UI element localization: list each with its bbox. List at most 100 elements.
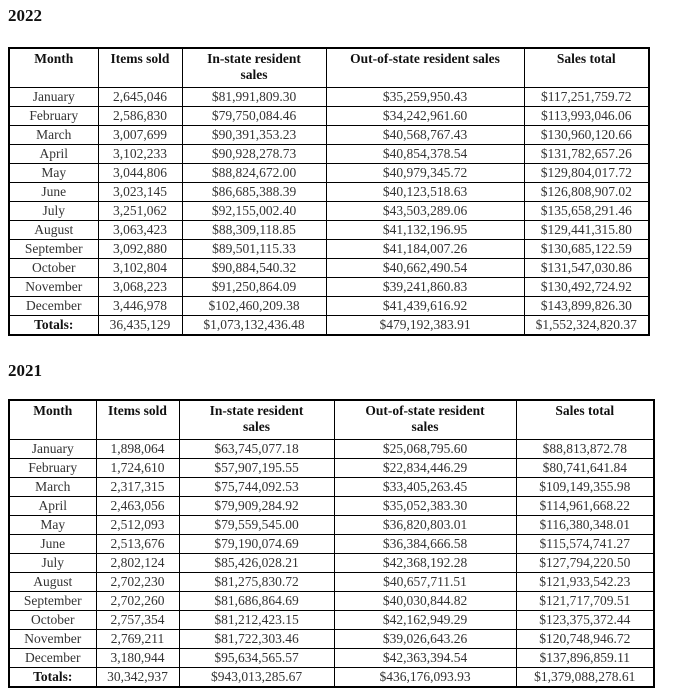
value-cell: $79,750,084.46 <box>181 106 327 126</box>
value-cell: 2,317,315 <box>95 477 180 497</box>
value-cell: $95,634,565.57 <box>178 648 335 668</box>
table-body-2021: January 1,898,064 $63,745,077.18 $25,068,79… <box>8 439 655 688</box>
value-cell: $131,782,657.26 <box>523 144 650 164</box>
value-cell: $40,030,844.82 <box>333 591 517 611</box>
month-cell: November <box>8 629 97 649</box>
table-header-2022: Month Items sold In-state resident sales Ou… <box>8 47 650 88</box>
value-cell: $81,722,303.46 <box>178 629 335 649</box>
value-cell: $90,884,540.32 <box>181 258 327 278</box>
month-cell: February <box>8 458 97 478</box>
value-cell: 2,757,354 <box>95 610 180 630</box>
value-cell: $130,960,120.66 <box>523 125 650 145</box>
value-cell: $86,685,388.39 <box>181 182 327 202</box>
value-cell: 3,180,944 <box>95 648 180 668</box>
value-cell: $80,741,641.84 <box>515 458 655 478</box>
value-cell: 2,513,676 <box>95 534 180 554</box>
month-cell: October <box>8 258 99 278</box>
value-cell: $114,961,668.22 <box>515 496 655 516</box>
section-2022: 2022 Month Items sold In-state resident sa… <box>8 6 670 336</box>
value-cell: 3,068,223 <box>97 277 183 297</box>
value-cell: $75,744,092.53 <box>178 477 335 497</box>
value-cell: $41,439,616.92 <box>325 296 525 316</box>
year-title-2022: 2022 <box>8 6 42 25</box>
table-row: January 2,645,046 $81,991,809.30 $35,259,95… <box>8 87 650 107</box>
month-cell: July <box>8 201 99 221</box>
totals-value-cell: 36,435,129 <box>97 315 183 336</box>
value-cell: $40,979,345.72 <box>325 163 525 183</box>
value-cell: $22,834,446.29 <box>333 458 517 478</box>
value-cell: $25,068,795.60 <box>333 439 517 459</box>
header-row: Month Items sold In-state resident sales Ou… <box>8 399 655 440</box>
value-cell: $39,241,860.83 <box>325 277 525 297</box>
value-cell: $41,132,196.95 <box>325 220 525 240</box>
value-cell: 3,092,880 <box>97 239 183 259</box>
value-cell: $129,441,315.80 <box>523 220 650 240</box>
section-2021: 2021 Month Items sold In-state resident sa… <box>8 361 670 688</box>
value-cell: $40,854,378.54 <box>325 144 525 164</box>
month-cell: March <box>8 477 97 497</box>
value-cell: $91,250,864.09 <box>181 277 327 297</box>
value-cell: $42,368,192.28 <box>333 553 517 573</box>
value-cell: $109,149,355.98 <box>515 477 655 497</box>
value-cell: $35,052,383.30 <box>333 496 517 516</box>
value-cell: $35,259,950.43 <box>325 87 525 107</box>
value-cell: $79,909,284.92 <box>178 496 335 516</box>
value-cell: $88,824,672.00 <box>181 163 327 183</box>
value-cell: $42,162,949.29 <box>333 610 517 630</box>
value-cell: $129,804,017.72 <box>523 163 650 183</box>
value-cell: $36,384,666.58 <box>333 534 517 554</box>
table-row: November 2,769,211 $81,722,303.46 $39,026,6… <box>8 629 655 649</box>
table-row: February 2,586,830 $79,750,084.46 $34,242,9… <box>8 106 650 126</box>
table-row: May 3,044,806 $88,824,672.00 $40,979,345.72… <box>8 163 650 183</box>
month-cell: July <box>8 553 97 573</box>
table-row: December 3,446,978 $102,460,209.38 $41,439,… <box>8 296 650 316</box>
value-cell: $40,662,490.54 <box>325 258 525 278</box>
column-header: Items sold <box>97 47 183 88</box>
totals-label: Totals: <box>8 315 99 336</box>
month-cell: January <box>8 439 97 459</box>
month-cell: April <box>8 496 97 516</box>
value-cell: $131,547,030.86 <box>523 258 650 278</box>
year-title-2021: 2021 <box>8 361 42 380</box>
value-cell: $143,899,826.30 <box>523 296 650 316</box>
column-header: Sales total <box>523 47 650 88</box>
column-header: Items sold <box>95 399 180 440</box>
month-cell: August <box>8 572 97 592</box>
totals-row: Totals: 30,342,937 $943,013,285.67 $436,176… <box>8 667 655 688</box>
month-cell: November <box>8 277 99 297</box>
header-row: Month Items sold In-state resident sales Ou… <box>8 47 650 88</box>
table-row: June 3,023,145 $86,685,388.39 $40,123,518.6… <box>8 182 650 202</box>
value-cell: $115,574,741.27 <box>515 534 655 554</box>
totals-row: Totals: 36,435,129 $1,073,132,436.48 $479,1… <box>8 315 650 336</box>
value-cell: $137,896,859.11 <box>515 648 655 668</box>
month-cell: August <box>8 220 99 240</box>
totals-value-cell: $1,552,324,820.37 <box>523 315 650 336</box>
value-cell: $120,748,946.72 <box>515 629 655 649</box>
value-cell: $90,928,278.73 <box>181 144 327 164</box>
month-cell: October <box>8 610 97 630</box>
value-cell: 2,512,093 <box>95 515 180 535</box>
month-cell: December <box>8 296 99 316</box>
value-cell: $85,426,028.21 <box>178 553 335 573</box>
value-cell: 2,645,046 <box>97 87 183 107</box>
month-cell: March <box>8 125 99 145</box>
value-cell: $81,686,864.69 <box>178 591 335 611</box>
value-cell: 2,802,124 <box>95 553 180 573</box>
value-cell: $63,745,077.18 <box>178 439 335 459</box>
value-cell: 2,702,230 <box>95 572 180 592</box>
value-cell: $43,503,289.06 <box>325 201 525 221</box>
value-cell: 3,063,423 <box>97 220 183 240</box>
column-header: Sales total <box>515 399 655 440</box>
table-row: February 1,724,610 $57,907,195.55 $22,834,4… <box>8 458 655 478</box>
table-row: November 3,068,223 $91,250,864.09 $39,241,8… <box>8 277 650 297</box>
value-cell: 3,044,806 <box>97 163 183 183</box>
value-cell: 3,102,233 <box>97 144 183 164</box>
value-cell: $113,993,046.06 <box>523 106 650 126</box>
table-row: March 2,317,315 $75,744,092.53 $33,405,263.… <box>8 477 655 497</box>
table-row: December 3,180,944 $95,634,565.57 $42,363,3… <box>8 648 655 668</box>
sales-table-2021: Month Items sold In-state resident sales Ou… <box>8 399 655 688</box>
value-cell: $88,813,872.78 <box>515 439 655 459</box>
value-cell: $127,794,220.50 <box>515 553 655 573</box>
table-row: July 2,802,124 $85,426,028.21 $42,368,192.2… <box>8 553 655 573</box>
